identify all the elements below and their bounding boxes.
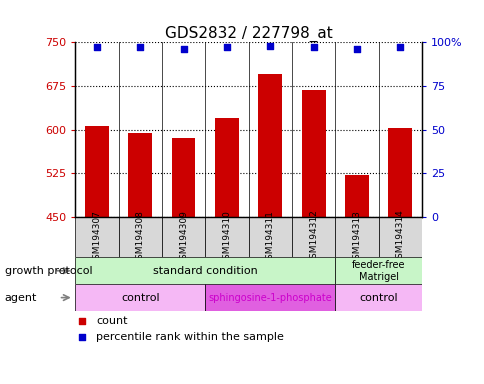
- Bar: [378, 217, 421, 257]
- Bar: [205, 284, 334, 311]
- Bar: [334, 217, 378, 257]
- Bar: [334, 257, 421, 284]
- Bar: [344, 175, 368, 217]
- Bar: [118, 217, 162, 257]
- Text: feeder-free
Matrigel: feeder-free Matrigel: [351, 260, 405, 281]
- Bar: [162, 217, 205, 257]
- Text: GSM194310: GSM194310: [222, 210, 231, 265]
- Point: [223, 45, 230, 51]
- Bar: [171, 138, 195, 217]
- Point: [78, 318, 86, 324]
- Text: GSM194308: GSM194308: [136, 210, 144, 265]
- Text: count: count: [96, 316, 127, 326]
- Text: GSM194314: GSM194314: [395, 210, 404, 265]
- Point: [266, 43, 273, 49]
- Title: GDS2832 / 227798_at: GDS2832 / 227798_at: [165, 26, 332, 42]
- Bar: [248, 217, 291, 257]
- Text: GSM194307: GSM194307: [92, 210, 101, 265]
- Point: [78, 334, 86, 341]
- Bar: [301, 90, 325, 217]
- Text: GSM194309: GSM194309: [179, 210, 188, 265]
- Bar: [205, 217, 248, 257]
- Point: [395, 45, 403, 51]
- Text: agent: agent: [5, 293, 37, 303]
- Bar: [214, 118, 238, 217]
- Text: control: control: [121, 293, 159, 303]
- Text: sphingosine-1-phosphate: sphingosine-1-phosphate: [208, 293, 332, 303]
- Text: GSM194311: GSM194311: [265, 210, 274, 265]
- Text: standard condition: standard condition: [152, 266, 257, 276]
- Bar: [85, 126, 108, 217]
- Bar: [334, 284, 421, 311]
- Point: [309, 45, 317, 51]
- Point: [352, 46, 360, 52]
- Bar: [291, 217, 334, 257]
- Text: percentile rank within the sample: percentile rank within the sample: [96, 333, 283, 343]
- Bar: [75, 217, 118, 257]
- Bar: [75, 284, 205, 311]
- Point: [93, 45, 101, 51]
- Text: GSM194312: GSM194312: [308, 210, 318, 265]
- Bar: [128, 132, 152, 217]
- Bar: [75, 257, 334, 284]
- Point: [179, 46, 187, 52]
- Bar: [258, 74, 282, 217]
- Text: growth protocol: growth protocol: [5, 266, 92, 276]
- Text: GSM194313: GSM194313: [352, 210, 361, 265]
- Point: [136, 45, 144, 51]
- Bar: [388, 128, 411, 217]
- Text: control: control: [359, 293, 397, 303]
